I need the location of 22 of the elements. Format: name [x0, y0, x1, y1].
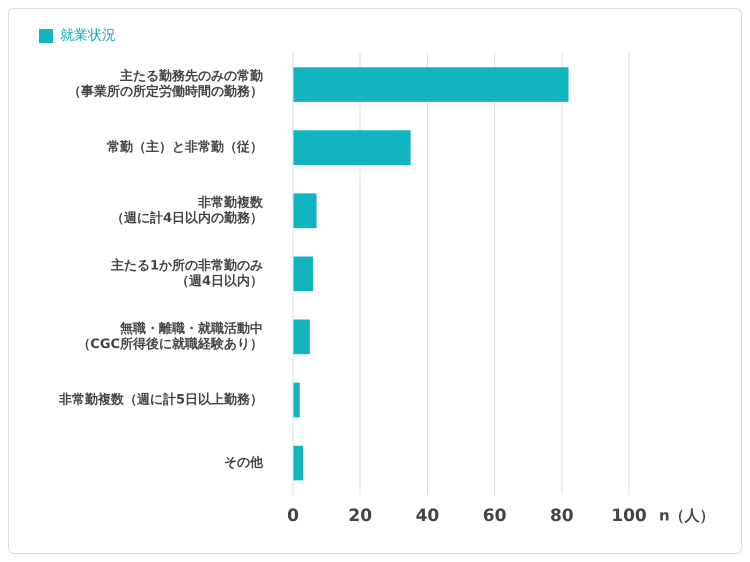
legend-label: 就業状況: [60, 28, 116, 44]
x-tick-label: 40: [416, 506, 440, 526]
bar: [294, 256, 314, 292]
y-tick-label: 非常勤複数（週に計4日以内の勤務）: [111, 194, 264, 226]
bar: [294, 446, 304, 480]
x-tick-label: 100: [611, 506, 647, 526]
y-tick-label: 非常勤複数（週に計5日以上勤務）: [58, 391, 264, 408]
bar: [294, 130, 411, 165]
bar: [294, 193, 317, 228]
y-tick-label: 常勤（主）と非常勤（従）: [107, 139, 264, 156]
y-tick-label: 主たる勤務先のみの常勤（事業所の所定労働時間の勤務）: [68, 68, 264, 100]
bar: [294, 320, 310, 354]
y-tick-label: その他: [224, 455, 264, 470]
y-tick-label: 主たる1か所の非常勤のみ（週4日以内）: [110, 257, 264, 289]
x-axis-title: n（人）: [659, 506, 715, 524]
y-tick-label: 無職・離職・就職活動中（CGC所得後に就職経験あり）: [77, 320, 264, 352]
x-tick-label: 0: [287, 506, 300, 526]
x-tick-label: 60: [482, 506, 507, 526]
bar: [294, 67, 569, 102]
x-tick-label: 80: [550, 506, 574, 526]
x-tick-label: 20: [348, 506, 372, 526]
bar: [294, 382, 300, 418]
